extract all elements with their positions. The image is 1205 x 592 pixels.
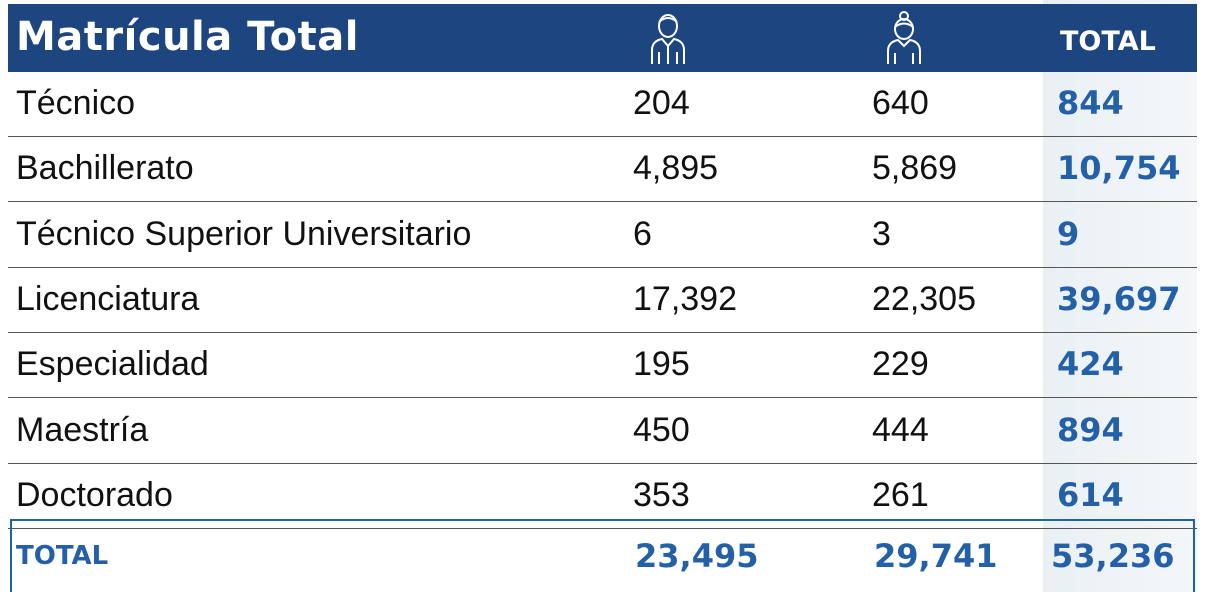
level-label: Especialidad (16, 345, 209, 384)
female-count: 29,741 (874, 537, 998, 575)
male-count: 450 (633, 410, 690, 449)
total-count: 894 (1057, 410, 1124, 449)
level-label: Técnico Superior Universitario (16, 214, 472, 253)
table-row: Especialidad 195 229 424 (8, 333, 1197, 399)
level-label: Doctorado (16, 475, 173, 514)
table-row: Maestría 450 444 894 (8, 399, 1197, 464)
level-label: Técnico (16, 84, 136, 122)
male-count: 353 (633, 475, 690, 514)
female-icon (887, 11, 921, 64)
male-count: 23,495 (635, 537, 759, 575)
female-count: 229 (872, 345, 929, 384)
female-count: 3 (872, 214, 891, 253)
table-row: Licenciatura 17,392 22,305 39,697 (8, 268, 1197, 333)
total-count: 39,697 (1057, 279, 1181, 318)
male-icon (651, 14, 685, 64)
level-label: Bachillerato (16, 149, 194, 188)
table-row: Técnico 204 640 844 (8, 72, 1197, 137)
male-count: 195 (633, 345, 690, 384)
header-title: Matrícula Total (16, 14, 359, 60)
level-label: Maestría (16, 410, 149, 449)
header-total: TOTAL (1060, 26, 1156, 57)
male-count: 17,392 (633, 279, 737, 318)
table-row: Técnico Superior Universitario 6 3 9 (8, 203, 1197, 268)
total-count: 424 (1057, 345, 1124, 384)
total-count: 9 (1057, 214, 1080, 253)
male-count: 4,895 (633, 149, 719, 188)
level-label: Licenciatura (16, 279, 200, 318)
female-count: 261 (872, 475, 929, 514)
male-count: 204 (633, 84, 690, 122)
table-row: Doctorado 353 261 614 (8, 464, 1197, 529)
male-count: 6 (633, 214, 652, 253)
female-count: 640 (872, 84, 929, 122)
female-count: 444 (872, 410, 929, 449)
header: Matrícula Total TOTAL (8, 4, 1197, 72)
total-column-bg (1043, 0, 1197, 592)
total-count: 53,236 (1051, 537, 1175, 575)
total-label: TOTAL (16, 541, 109, 571)
table-row: Bachillerato 4,895 5,869 10,754 (8, 137, 1197, 203)
total-count: 614 (1057, 475, 1124, 514)
total-count: 10,754 (1057, 149, 1181, 188)
female-count: 5,869 (872, 149, 958, 188)
total-count: 844 (1057, 84, 1124, 122)
total-row: TOTAL 23,495 29,741 53,236 (10, 519, 1195, 592)
female-count: 22,305 (872, 279, 976, 318)
